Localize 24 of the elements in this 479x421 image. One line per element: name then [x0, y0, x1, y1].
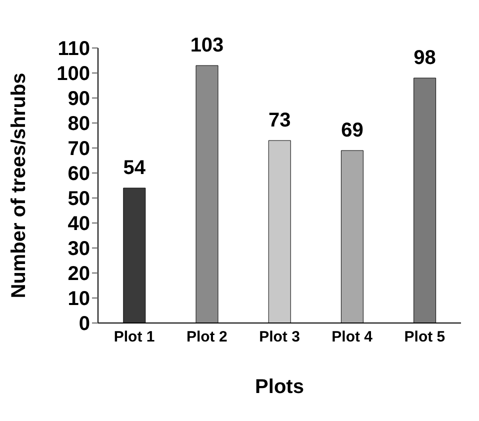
y-tick-label: 40: [68, 213, 90, 236]
y-tick-label: 70: [68, 138, 90, 160]
data-label: 69: [341, 120, 364, 142]
x-axis-title: Plots: [255, 376, 304, 398]
data-label: 54: [123, 157, 146, 179]
x-tick-label: Plot 5: [404, 328, 446, 346]
x-tick-label: Plot 4: [332, 328, 374, 346]
y-tick-label: 90: [68, 88, 90, 110]
y-tick-label: 20: [68, 263, 90, 286]
data-label: 98: [414, 47, 436, 69]
x-tick-label: Plot 2: [186, 328, 228, 346]
x-tick-label: Plot 1: [114, 328, 155, 346]
data-label: 103: [190, 34, 224, 56]
y-tick-label: 0: [78, 313, 90, 336]
y-tick-label: 60: [68, 163, 90, 186]
x-tick-label: Plot 3: [259, 328, 300, 346]
y-tick-label: 100: [56, 63, 90, 86]
data-label: 73: [268, 110, 291, 132]
y-tick-label: 110: [58, 38, 90, 60]
y-axis-title: Number of trees/shrubs: [8, 72, 30, 298]
y-tick-label: 30: [68, 238, 90, 260]
y-tick-label: 80: [68, 113, 90, 136]
y-tick-label: 10: [68, 288, 90, 310]
y-tick-label: 50: [68, 188, 90, 210]
